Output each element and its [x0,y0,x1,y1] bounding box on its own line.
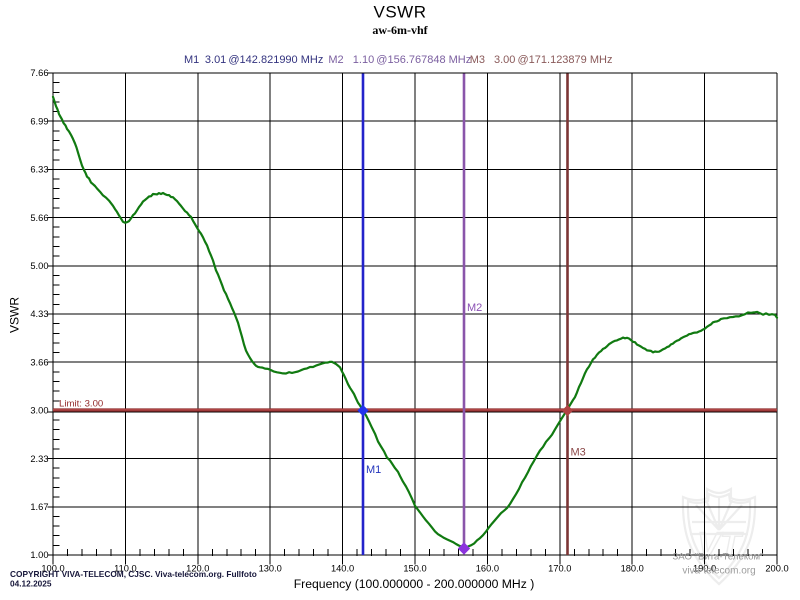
svg-text:1.10: 1.10 [353,54,374,66]
svg-text:130.0: 130.0 [259,564,282,574]
svg-text:200.0: 200.0 [765,564,788,574]
svg-text:160.0: 160.0 [476,564,499,574]
svg-text:180.0: 180.0 [621,564,644,574]
svg-text:VSWR: VSWR [8,297,22,333]
svg-text:aw-6m-vhf: aw-6m-vhf [372,23,428,37]
svg-text:COPYRIGHT VIVA-TELECOM, CJSC.: COPYRIGHT VIVA-TELECOM, CJSC. Viva-telec… [10,569,257,579]
svg-text:M1: M1 [184,54,199,66]
svg-text:VSWR: VSWR [374,3,427,22]
svg-text:1.00: 1.00 [30,550,48,560]
svg-text:@156.767848 MHz: @156.767848 MHz [376,54,471,66]
svg-text:3.00: 3.00 [494,54,515,66]
svg-text:M1: M1 [366,464,381,476]
svg-text:4.33: 4.33 [30,309,48,319]
svg-text:5.00: 5.00 [30,261,48,271]
svg-text:Frequency (100.000000 - 200.00: Frequency (100.000000 - 200.000000 MHz ) [294,577,535,591]
svg-text:M3: M3 [571,447,586,459]
svg-text:ЗАО "Вита-Телеком": ЗАО "Вита-Телеком" [672,552,763,563]
svg-text:M2: M2 [467,302,482,314]
svg-text:M3: M3 [470,54,485,66]
svg-text:5.66: 5.66 [30,213,48,223]
svg-text:150.0: 150.0 [403,564,426,574]
svg-text:110.0: 110.0 [114,564,137,574]
svg-text:100.0: 100.0 [41,564,64,574]
svg-text:3.01: 3.01 [205,54,226,66]
svg-text:2.33: 2.33 [30,454,48,464]
svg-text:3.66: 3.66 [30,357,48,367]
svg-text:170.0: 170.0 [548,564,571,574]
svg-text:@142.821990 MHz: @142.821990 MHz [228,54,323,66]
svg-text:1.67: 1.67 [30,502,48,512]
svg-text:04.12.2025: 04.12.2025 [10,579,52,589]
svg-text:140.0: 140.0 [331,564,354,574]
svg-text:6.33: 6.33 [30,165,48,175]
svg-text:6.99: 6.99 [30,116,48,126]
svg-text:viva-telecom.org: viva-telecom.org [682,566,755,577]
svg-text:7.66: 7.66 [30,68,48,78]
svg-text:Limit: 3.00: Limit: 3.00 [59,399,103,410]
svg-text:@171.123879 MHz: @171.123879 MHz [518,54,613,66]
svg-text:3.00: 3.00 [30,406,48,416]
svg-text:M2: M2 [328,54,343,66]
svg-text:190.0: 190.0 [693,564,716,574]
svg-text:120.0: 120.0 [186,564,209,574]
